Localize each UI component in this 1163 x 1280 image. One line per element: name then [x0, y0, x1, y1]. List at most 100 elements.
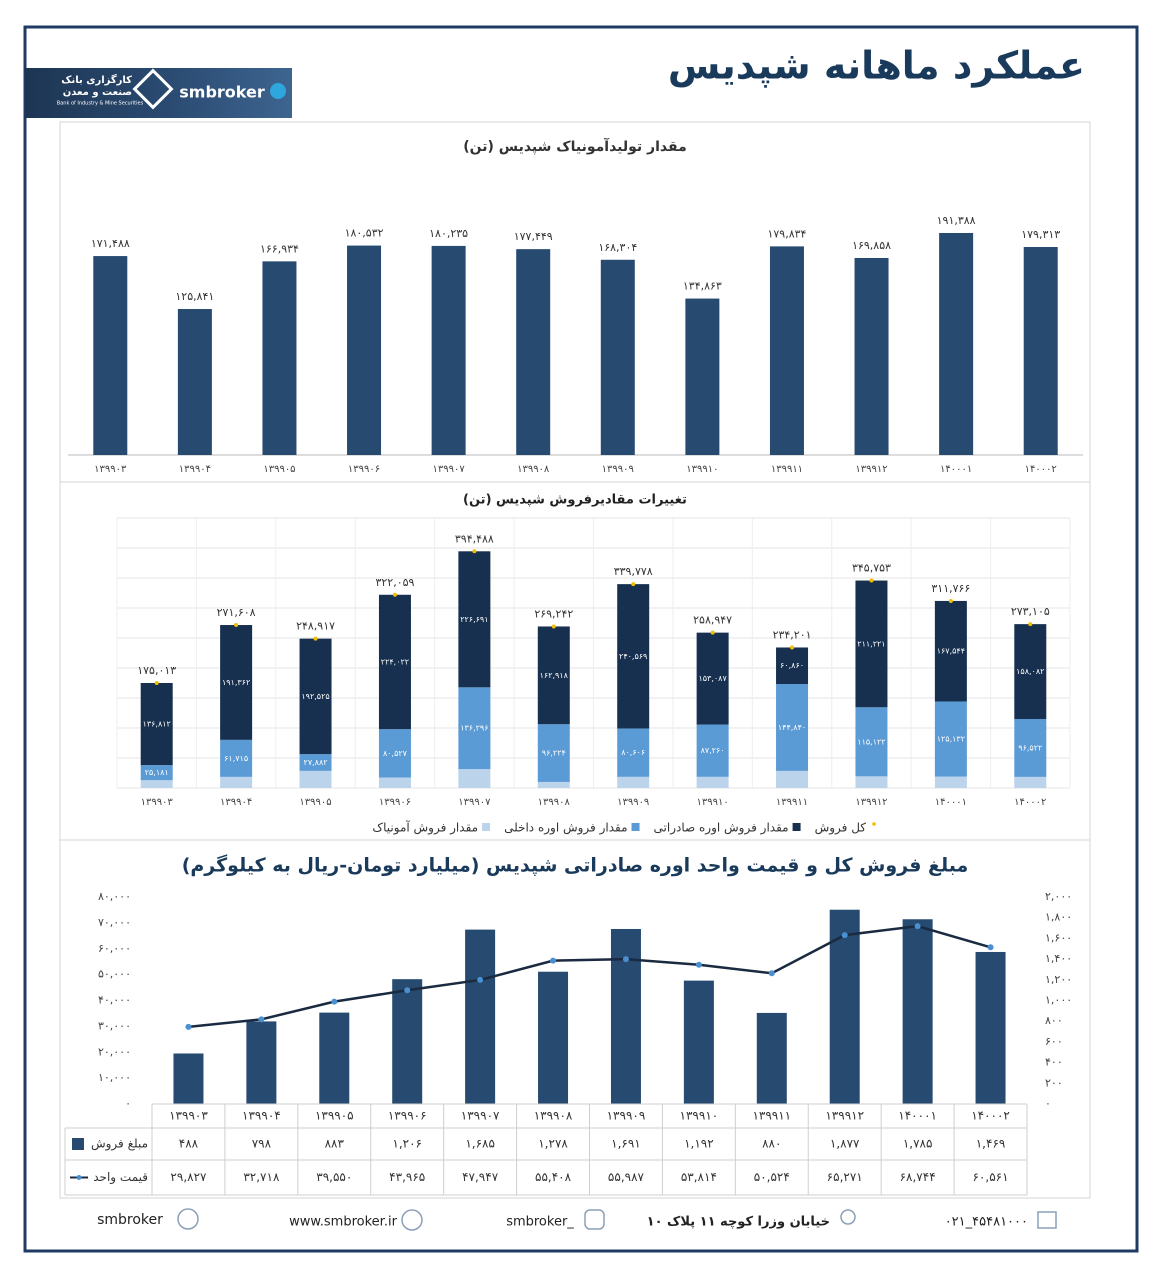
total-marker	[948, 598, 953, 603]
bar-segment	[299, 754, 332, 771]
legend-swatch	[482, 823, 491, 831]
table-cell: ۵۵,۹۸۷	[608, 1170, 645, 1184]
bar-segment	[220, 776, 253, 788]
icon	[584, 1209, 605, 1230]
bar	[262, 261, 297, 455]
segment-label: ۲۷,۸۸۲	[304, 758, 328, 767]
x-tick-label: ۱۳۹۹۰۳	[169, 1109, 208, 1123]
table-cell: ۸۸۳	[325, 1137, 345, 1151]
segment-label: ۱۳۶,۸۱۲	[143, 720, 171, 729]
x-tick-label: ۱۴۰۰۰۱	[898, 1109, 937, 1123]
x-tick-label: ۱۳۹۹۰۶	[388, 1109, 427, 1123]
segment-label: ۸۷,۲۶۰	[701, 746, 725, 755]
bar	[516, 249, 551, 455]
chart-title: مقدار تولیدآمونیاک شپدیس (تن)	[463, 137, 686, 155]
value-label: ۱۷۹,۸۳۴	[767, 227, 806, 240]
y-tick-label: ۸۰,۰۰۰	[98, 890, 131, 903]
y2-tick-label: ۲۰۰	[1045, 1076, 1063, 1089]
x-tick-label: ۱۳۹۹۰۴	[220, 797, 252, 808]
segment-label: ۸۰,۶۰۶	[621, 748, 645, 757]
bar	[939, 232, 974, 455]
total-label: ۲۶۹,۲۴۲	[534, 607, 573, 620]
bar	[1023, 246, 1058, 455]
table-cell: ۱,۱۹۲	[684, 1137, 714, 1151]
icon	[840, 1209, 856, 1225]
x-tick-label: ۱۳۹۹۱۰	[686, 464, 718, 475]
total-marker	[631, 582, 636, 587]
x-tick-label: ۱۳۹۹۰۷	[461, 1109, 500, 1123]
bar	[173, 1053, 204, 1104]
logo-text: صنعت و معدن	[63, 87, 132, 98]
bar-segment	[378, 777, 411, 788]
x-tick-label: ۱۳۹۹۰۹	[617, 797, 649, 808]
table-cell: ۱,۲۷۸	[538, 1137, 568, 1151]
total-marker	[1028, 622, 1033, 627]
value-label: ۱۶۹,۸۵۸	[852, 239, 891, 252]
y-tick-label: ۴۰,۰۰۰	[98, 994, 131, 1007]
segment-label: ۹۶,۵۲۲	[1018, 743, 1042, 752]
x-tick-label: ۱۳۹۹۱۱	[752, 1109, 791, 1123]
bar	[538, 971, 569, 1104]
telegram-icon	[270, 83, 286, 99]
bar	[610, 928, 641, 1104]
bar-segment	[220, 625, 253, 740]
total-marker	[234, 623, 239, 628]
segment-label: ۱۲۵,۱۳۲	[937, 735, 965, 744]
bar	[829, 909, 860, 1104]
bar-segment	[537, 724, 570, 782]
bar-segment	[617, 776, 650, 788]
total-label: ۳۴۵,۷۵۳	[852, 562, 891, 575]
total-marker	[313, 636, 318, 641]
segment-label: ۱۶۷,۵۴۴	[937, 647, 965, 656]
y-tick-label: ۳۰,۰۰۰	[98, 1019, 131, 1032]
table-cell: ۲۹,۸۲۷	[170, 1170, 207, 1184]
bar-segment	[617, 728, 650, 777]
table-cell: ۳۹,۵۵۰	[316, 1170, 352, 1184]
total-marker	[154, 680, 159, 685]
y2-tick-label: ۱,۸۰۰	[1045, 911, 1072, 924]
x-tick-label: ۱۳۹۹۱۲	[855, 797, 887, 808]
x-tick-label: ۱۳۹۹۰۸	[517, 464, 550, 475]
total-label: ۳۱۱,۷۶۶	[931, 582, 970, 595]
table-cell: ۴۸۸	[179, 1137, 199, 1151]
value-label: ۱۷۷,۴۴۹	[514, 230, 553, 243]
table-cell: ۶۰,۵۶۱	[973, 1170, 1009, 1184]
footer-phone: ۰۲۱_۴۵۴۸۱۰۰۰	[945, 1215, 1028, 1230]
segment-label: ۱۵۳,۰۸۷	[698, 674, 727, 683]
bar-segment	[1014, 776, 1047, 788]
segment-label: ۱۹۱,۳۶۲	[222, 678, 250, 687]
total-label: ۳۳۹,۷۷۸	[614, 565, 653, 578]
x-tick-label: ۱۳۹۹۰۸	[534, 1109, 573, 1123]
legend-swatch	[872, 822, 876, 826]
logo-text: کارگزاری بانک	[61, 73, 132, 86]
x-tick-label: ۱۳۹۹۰۹	[607, 1109, 646, 1123]
bar	[975, 951, 1006, 1104]
legend-label: کل فروش	[815, 821, 867, 836]
x-tick-label: ۱۳۹۹۰۶	[348, 464, 380, 475]
x-tick-label: ۱۳۹۹۰۳	[141, 797, 174, 808]
icon	[401, 1209, 423, 1231]
bar-segment	[776, 770, 809, 788]
icon	[1037, 1211, 1057, 1229]
segment-label: ۶۰,۸۶۰	[780, 661, 804, 670]
x-tick-label: ۱۴۰۰۰۲	[971, 1109, 1010, 1123]
value-label: ۱۷۱,۴۸۸	[91, 237, 130, 250]
page-title: عملکرد ماهانه شپدیس	[668, 44, 1085, 88]
x-tick-label: ۱۳۹۹۱۱	[771, 464, 803, 475]
segment-label: ۸۰,۵۲۷	[383, 749, 408, 758]
total-label: ۲۴۸,۹۱۷	[296, 620, 335, 633]
segment-label: ۱۱۵,۱۲۲	[857, 737, 885, 746]
footer-instagram: smbroker_	[506, 1215, 574, 1230]
bar-segment	[934, 701, 967, 777]
bar-segment	[378, 594, 411, 730]
footer-website: www.smbroker.ir	[289, 1215, 397, 1230]
segment-label: ۲۵,۱۸۱	[145, 768, 169, 777]
bar	[431, 245, 466, 455]
x-tick-label: ۱۴۰۰۰۲	[1025, 464, 1057, 475]
bar-segment	[696, 724, 729, 777]
line-marker	[622, 956, 629, 963]
x-tick-label: ۱۳۹۹۱۰	[697, 797, 729, 808]
total-label: ۳۹۴,۴۸۸	[455, 532, 494, 545]
panel	[59, 121, 1091, 483]
bar-segment	[855, 776, 888, 788]
